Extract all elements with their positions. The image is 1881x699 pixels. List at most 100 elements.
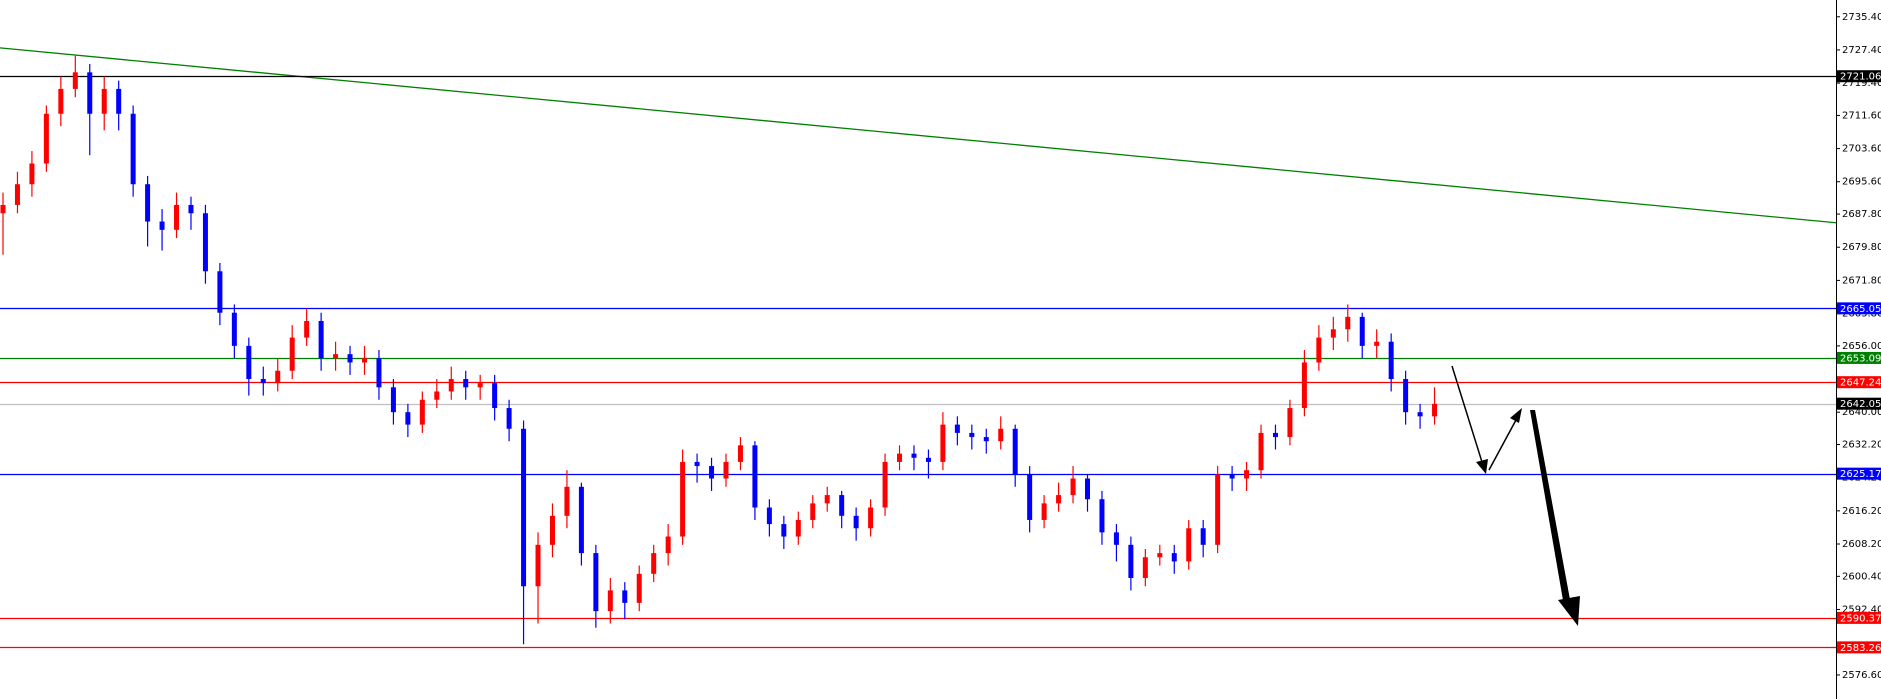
y-tick-label: 2695.60 [1842, 177, 1881, 188]
y-tick-label: 2687.80 [1842, 209, 1881, 220]
candle-body [304, 321, 310, 338]
candle-body [1417, 412, 1423, 417]
candle-body [174, 204, 180, 230]
candle-body [1388, 341, 1394, 380]
y-tick-label: 2616.20 [1842, 506, 1881, 517]
arrow-shaft [1451, 365, 1483, 463]
level-label: 2647.24 [1840, 378, 1881, 389]
candle-body [1316, 337, 1322, 363]
candle-body [0, 204, 6, 214]
level-label: 2721.06 [1840, 72, 1881, 83]
candle-body [810, 503, 816, 520]
candle-body [145, 184, 151, 222]
level-label: 2583.26 [1840, 643, 1881, 654]
level-label-box [1837, 351, 1881, 364]
y-tick-label: 2640.00 [1842, 407, 1881, 418]
candle-body [622, 590, 628, 603]
candle-body [897, 453, 903, 462]
candle-body [1215, 474, 1221, 545]
arrow-head [1510, 408, 1522, 423]
arrow-shaft [1488, 419, 1517, 471]
candle-body [492, 383, 498, 409]
y-tick-label: 2632.20 [1842, 440, 1881, 451]
candle-body [824, 495, 830, 504]
candle-body [1258, 432, 1264, 471]
candle-body [868, 507, 874, 529]
candle-body [1056, 495, 1062, 504]
candle-body [1359, 316, 1365, 346]
arrow-head [1476, 459, 1488, 474]
candle-body [839, 495, 845, 516]
level-label-box [1837, 376, 1881, 389]
arrow-head [1558, 596, 1580, 626]
y-tick-label: 2671.80 [1842, 275, 1881, 286]
candle-body [1403, 379, 1409, 413]
level-label: 2665.05 [1840, 304, 1881, 315]
y-tick-label: 2703.60 [1842, 144, 1881, 155]
candle-body [911, 453, 917, 458]
candle-body [723, 461, 729, 479]
candle-body [940, 424, 946, 462]
level-label-box [1837, 467, 1881, 480]
y-tick-label: 2592.40 [1842, 604, 1881, 615]
candle-body [362, 358, 367, 363]
candle-body [116, 88, 122, 114]
candle-body [463, 379, 469, 388]
level-label: 2590.37 [1840, 613, 1881, 624]
candle-body [1027, 474, 1033, 520]
candle-body [87, 72, 93, 114]
candle-body [390, 387, 396, 413]
y-tick-label: 2608.20 [1842, 539, 1881, 550]
candle-body [29, 163, 35, 185]
candle-body [477, 383, 483, 388]
candle-body [680, 461, 686, 537]
candle-body [1345, 316, 1351, 330]
level-label-box [1837, 302, 1881, 315]
candle-body [260, 379, 266, 384]
candle-body [1287, 408, 1293, 438]
candle-body [607, 590, 613, 612]
level-label-box [1837, 641, 1881, 654]
level-label-box [1837, 397, 1881, 410]
candle-body [101, 88, 107, 114]
candle-body [1432, 403, 1438, 417]
y-tick-label: 2656.00 [1842, 341, 1881, 352]
level-label-box [1837, 70, 1881, 83]
candle-body [1157, 553, 1163, 558]
candle-body [1085, 478, 1090, 500]
candle-body [1186, 528, 1192, 562]
y-tick-label: 2727.40 [1842, 45, 1881, 56]
candle-body [549, 515, 555, 545]
candle-body [1200, 528, 1206, 545]
candle-body [58, 88, 64, 114]
candle-body [521, 428, 527, 587]
candle-body [882, 461, 888, 508]
candle-body [593, 553, 599, 612]
candle-body [1171, 553, 1177, 562]
candle-body [636, 573, 642, 603]
candle-body [1374, 341, 1380, 346]
candle-body [694, 461, 700, 467]
candle-body [1113, 532, 1119, 545]
candle-body [535, 544, 541, 587]
level-label: 2642.05 [1840, 399, 1881, 410]
arrow-shaft [1530, 410, 1571, 606]
candle-body [159, 221, 165, 230]
candle-body [14, 184, 20, 205]
candle-body [925, 457, 931, 462]
y-tick-label: 2600.40 [1842, 571, 1881, 582]
candle-body [1099, 499, 1105, 533]
level-label: 2625.17 [1840, 469, 1881, 480]
candle-body [333, 354, 339, 359]
candle-body [853, 515, 859, 529]
candle-body [969, 432, 975, 438]
level-label-box [1837, 611, 1881, 624]
y-tick-label: 2719.40 [1842, 78, 1881, 89]
candle-body [983, 437, 989, 442]
candle-body [231, 312, 237, 346]
candle-body [766, 507, 772, 525]
candle-body [289, 337, 295, 371]
candle-body [405, 412, 411, 425]
